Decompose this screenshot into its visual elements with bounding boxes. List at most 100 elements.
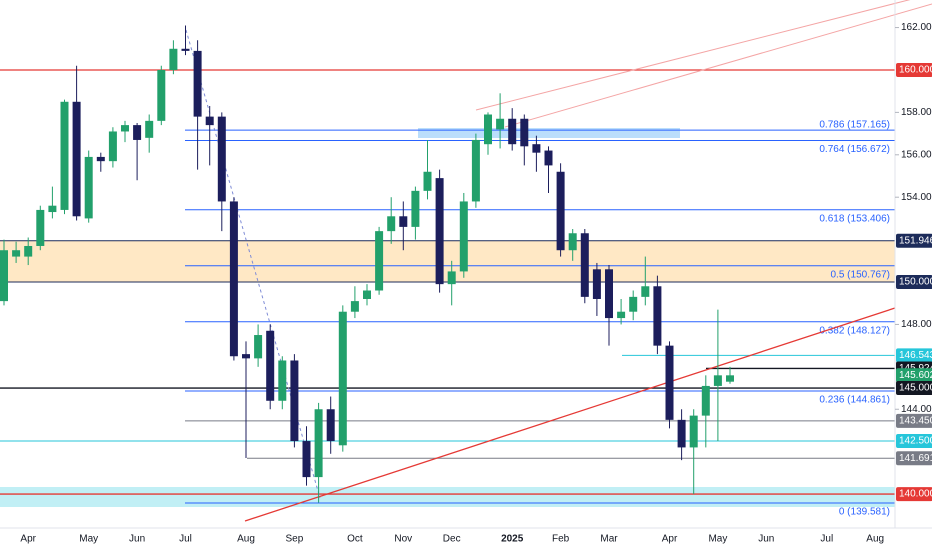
price-tag — [896, 348, 932, 363]
support-zone — [0, 487, 895, 507]
resistance-zone — [418, 128, 680, 138]
x-tick-label: Feb — [552, 534, 570, 545]
price-tag — [896, 275, 932, 290]
price-tag-label: 143.450 — [899, 416, 932, 427]
candle-body — [205, 116, 214, 126]
fib-label: 0.5 (150.767) — [831, 269, 891, 280]
candle-body — [12, 250, 21, 257]
candle-body — [556, 171, 565, 251]
price-tags: 160.000151.946150.000146.543145.924145.6… — [896, 62, 932, 502]
candle-body — [568, 233, 577, 251]
y-tick-label: 162.000 — [901, 22, 932, 33]
candle-body — [193, 50, 202, 117]
candle-body — [532, 144, 541, 153]
candle-body — [592, 269, 601, 299]
x-tick-label: Apr — [662, 534, 678, 545]
candle-body — [435, 178, 444, 285]
candle-body — [459, 201, 468, 272]
fib-label: 0 (139.581) — [839, 507, 890, 518]
candle-body — [121, 125, 129, 132]
candle-body — [617, 311, 626, 319]
zones — [0, 128, 895, 507]
y-tick-label: 156.000 — [901, 149, 932, 160]
candle-body — [169, 48, 178, 70]
candle-body — [302, 441, 311, 478]
candle-body — [278, 360, 287, 401]
candle-body — [726, 375, 734, 382]
candle-body — [653, 286, 662, 346]
candle-body — [36, 209, 45, 246]
x-tick-label: Oct — [347, 534, 363, 545]
candle-body — [411, 190, 420, 227]
candle-body — [48, 205, 57, 213]
price-tag-label: 160.000 — [899, 65, 932, 76]
candle-body — [108, 131, 117, 162]
x-tick-label: Aug — [237, 534, 255, 545]
candle-body — [96, 156, 105, 162]
candle-body — [157, 69, 166, 121]
fib-label: 0.786 (157.165) — [819, 120, 890, 131]
fib-label: 0.618 (153.406) — [819, 213, 890, 224]
trend-line — [244, 307, 896, 522]
x-tick-label: Apr — [20, 534, 36, 545]
candle-body — [605, 269, 613, 319]
candle-body — [677, 419, 686, 448]
fib-label: 0.764 (156.672) — [819, 144, 890, 155]
candle-body — [520, 118, 529, 147]
x-tick-label: May — [708, 534, 727, 545]
candle-body — [326, 409, 335, 442]
supply-zone — [0, 240, 895, 283]
channel-line — [504, 3, 932, 128]
candle-body — [689, 415, 698, 448]
y-tick-label: 158.000 — [901, 107, 932, 118]
trend-lines — [185, 0, 932, 522]
candle-body — [580, 233, 589, 297]
candle-body — [713, 375, 722, 386]
candle-body — [387, 216, 396, 232]
y-tick-label: 148.000 — [901, 319, 932, 330]
candle-body — [665, 345, 674, 420]
price-tag-label: 145.602 — [899, 370, 932, 381]
price-tag-label: 145.000 — [899, 383, 932, 394]
candle-body — [314, 409, 323, 478]
price-tag-label: 150.000 — [899, 277, 932, 288]
candle-body — [350, 301, 359, 312]
x-tick-label: Jun — [129, 534, 145, 545]
price-tag — [896, 368, 932, 383]
candle-body — [701, 385, 710, 416]
fib-label: 0.236 (144.861) — [819, 395, 890, 406]
candle-body — [629, 296, 638, 312]
x-tick-label: Jul — [179, 534, 192, 545]
candle-body — [399, 216, 408, 227]
y-tick-label: 154.000 — [901, 192, 932, 203]
candle-body — [338, 311, 347, 446]
price-tag — [896, 413, 932, 428]
candle-body — [544, 150, 553, 166]
candle-body — [290, 360, 299, 442]
candle-body — [72, 101, 81, 217]
price-tag — [896, 381, 932, 396]
price-tag — [896, 434, 932, 449]
price-tag-label: 140.000 — [899, 489, 932, 500]
channel-line — [475, 0, 911, 111]
candles — [0, 25, 734, 503]
candle-body — [447, 271, 456, 285]
price-tag — [896, 487, 932, 502]
x-tick-label: Dec — [443, 534, 461, 545]
price-tag — [896, 451, 932, 466]
price-tag — [896, 62, 932, 77]
candle-body — [242, 354, 250, 359]
price-tag — [896, 233, 932, 248]
x-tick-label: Nov — [394, 534, 412, 545]
axes: 144.000 148.000 154.000 156.000 158.000 162.0… — [20, 22, 932, 544]
candle-body — [508, 118, 517, 145]
candle-body — [363, 290, 371, 299]
x-tick-label: Jun — [758, 534, 774, 545]
x-tick-label: Jul — [820, 534, 833, 545]
y-tick-label: 144.000 — [901, 404, 932, 415]
price-tag-label: 141.691 — [899, 453, 932, 464]
x-tick-label: May — [79, 534, 98, 545]
candle-body — [484, 114, 492, 145]
candle-body — [229, 201, 238, 357]
